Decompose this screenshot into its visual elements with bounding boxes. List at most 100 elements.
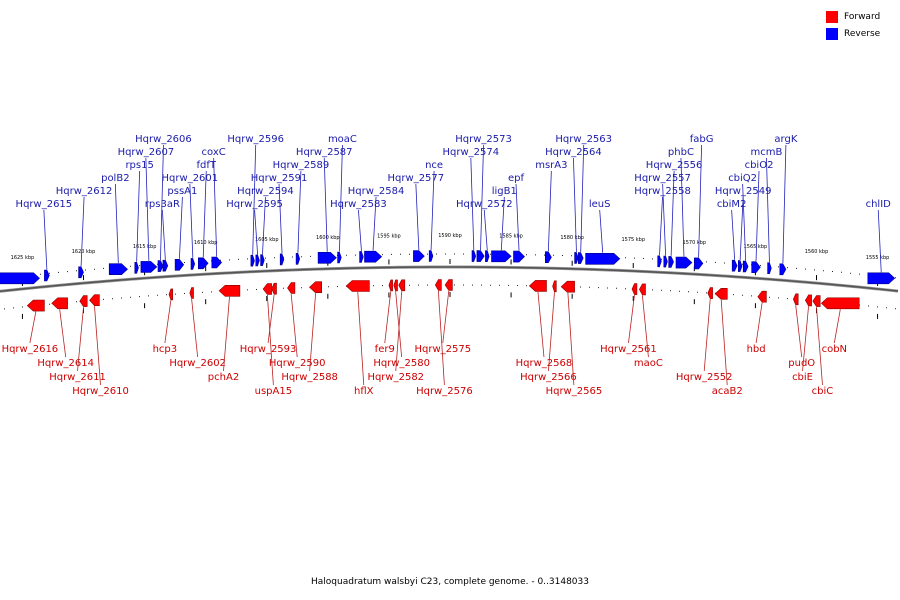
gene-label-cbiq2: cbiQ2: [728, 173, 757, 184]
gene-label-leader: [309, 293, 317, 372]
gene-label-hqrw-2580: Hqrw_2580: [373, 358, 430, 369]
gene-arrow-hqrw-2568: [528, 280, 547, 292]
scale-tick-label: 1590 kbp: [438, 233, 462, 239]
gene-label-leader: [573, 157, 577, 252]
gene-arrow-pcha2: [218, 284, 241, 297]
gene-label-leader: [267, 294, 275, 344]
gene-label-leader: [357, 291, 365, 386]
gene-label-msra3: msrA3: [535, 160, 567, 171]
gene-arrow-hqrw-2574: [471, 250, 477, 262]
gene-arrow-chlid: [867, 272, 896, 285]
gene-label-mcmb: mcmB: [751, 147, 783, 158]
gene-label-pudo: pudO: [788, 358, 815, 369]
figure-caption: Haloquadratum walsbyi C23, complete geno…: [311, 577, 589, 587]
gene-label-acab2: acaB2: [712, 386, 743, 397]
gene-arrow-hcp3: [168, 288, 173, 301]
gene-label-leader: [179, 196, 183, 259]
gene-label-hqrw-2577: Hqrw_2577: [388, 173, 445, 184]
gene-label-cobn: cobN: [822, 344, 847, 355]
gene-label-cbic: cbiC: [812, 386, 834, 397]
gene-label-leader: [297, 170, 302, 253]
legend-item-forward: Forward: [826, 8, 888, 25]
gene-arrow-hqrw-2602: [189, 287, 194, 299]
gene-label-hflx: hflX: [354, 386, 374, 397]
gene-arrow-hqrw-2614: [51, 297, 68, 310]
gene-label-leader: [136, 170, 141, 262]
gene-arrow-hqrw-2583: [359, 251, 364, 263]
gene-label-hqrw-2572: Hqrw_2572: [456, 199, 513, 210]
gene-label-leader: [114, 183, 119, 264]
gene-label-moac: moaC: [328, 134, 357, 145]
gene-arrow-hqrw-2572: [485, 250, 490, 263]
scale-ticks-layer: 1625 kbp 1620 kbp 1615 kbp 1610 kbp 1605 kbp…: [11, 233, 889, 319]
gene-label-hqrw-2582: Hqrw_2582: [367, 372, 424, 383]
gene-arrow-cobn: [820, 297, 860, 310]
gene-label-leader: [680, 157, 685, 257]
gene-label-leader: [703, 299, 711, 372]
gene-label-leader: [877, 209, 882, 273]
gene-label-hqrw-2616: Hqrw_2616: [2, 344, 59, 355]
gene-label-hqrw-2561: Hqrw_2561: [600, 344, 657, 355]
gene-label-hqrw-2589: Hqrw_2589: [273, 160, 330, 171]
gene-label-leader: [628, 295, 635, 344]
gene-label-hqrw-2565: Hqrw_2565: [546, 386, 603, 397]
gene-label-rps15: rps15: [125, 160, 153, 171]
gene-arrow-cbiq2: [742, 260, 749, 273]
gene-label-cbio2: cbiO2: [745, 160, 774, 171]
gene-arrow-mcmb: [767, 262, 772, 275]
gene-arrow-hqrw-2556: [668, 256, 674, 268]
gene-label-hqrw-2606: Hqrw_2606: [135, 134, 192, 145]
gene-label-leader: [698, 144, 702, 258]
gene-label-leader: [94, 306, 101, 386]
gene-arrow-hqrw-2575: [444, 279, 453, 291]
gene-label-leader: [415, 183, 420, 251]
gene-label-leader: [43, 209, 48, 270]
gene-arrow-hqrw-2594: [260, 254, 265, 267]
gene-label-hqrw-2573: Hqrw_2573: [455, 134, 512, 145]
gene-label-leader: [254, 209, 258, 255]
gene-arrow-hqrw-2582: [398, 279, 406, 292]
gene-label-leader: [395, 291, 403, 358]
gene-label-leader: [670, 170, 675, 256]
gene-label-leader: [437, 290, 445, 386]
gene-label-leader: [480, 144, 484, 251]
gene-arrow-msra3: [544, 251, 552, 264]
scale-tick-label: 1565 kbp: [744, 244, 768, 250]
gene-label-leader: [339, 144, 343, 252]
gene-label-leader: [739, 196, 744, 261]
scale-tick-label: 1610 kbp: [194, 240, 218, 246]
gene-label-fabg: fabG: [690, 134, 714, 145]
gene-arrow-hqrw-2587: [317, 252, 337, 264]
gene-arrow-hqrw-2566: [552, 280, 557, 293]
scale-tick-label: 1575 kbp: [621, 237, 645, 243]
gene-arrow-hqrw-2589: [295, 253, 301, 265]
gene-label-hqrw-2610: Hqrw_2610: [72, 386, 129, 397]
gene-label-epf: epf: [508, 173, 525, 184]
gene-label-leader: [384, 291, 392, 344]
gene-label-leader: [80, 196, 85, 267]
gene-label-ligb1: ligB1: [492, 186, 517, 197]
gene-label-argk: argK: [774, 134, 797, 145]
gene-label-leader: [782, 144, 787, 264]
gene-label-uspa15: uspA15: [255, 386, 292, 397]
gene-label-hqrw-2590: Hqrw_2590: [269, 358, 326, 369]
gene-arrow-hqrw-2607: [140, 261, 158, 273]
gene-arrow-unlabeled: [0, 272, 40, 285]
gene-label-hqrw-2615: Hqrw_2615: [16, 199, 73, 210]
gene-label-fdft: fdfT: [196, 160, 216, 171]
gene-arrow-fdft: [198, 257, 209, 270]
gene-label-leader: [833, 309, 841, 344]
gene-label-leader: [802, 306, 809, 372]
gene-label-leader: [662, 183, 667, 256]
gene-label-leader: [290, 293, 298, 358]
gene-label-hqrw-2593: Hqrw_2593: [240, 344, 297, 355]
gene-label-hqrw-2583: Hqrw_2583: [330, 199, 387, 210]
gene-label-pcha2: pchA2: [208, 372, 239, 383]
gene-arrow-hqrw-2584: [364, 250, 383, 263]
gene-label-hqrw-2584: Hqrw_2584: [348, 186, 405, 197]
gene-label-leader: [548, 292, 555, 372]
scale-tick-label: 1600 kbp: [316, 235, 340, 241]
gene-arrow-hflx: [345, 280, 370, 292]
gene-arrow-fabg: [693, 257, 704, 270]
